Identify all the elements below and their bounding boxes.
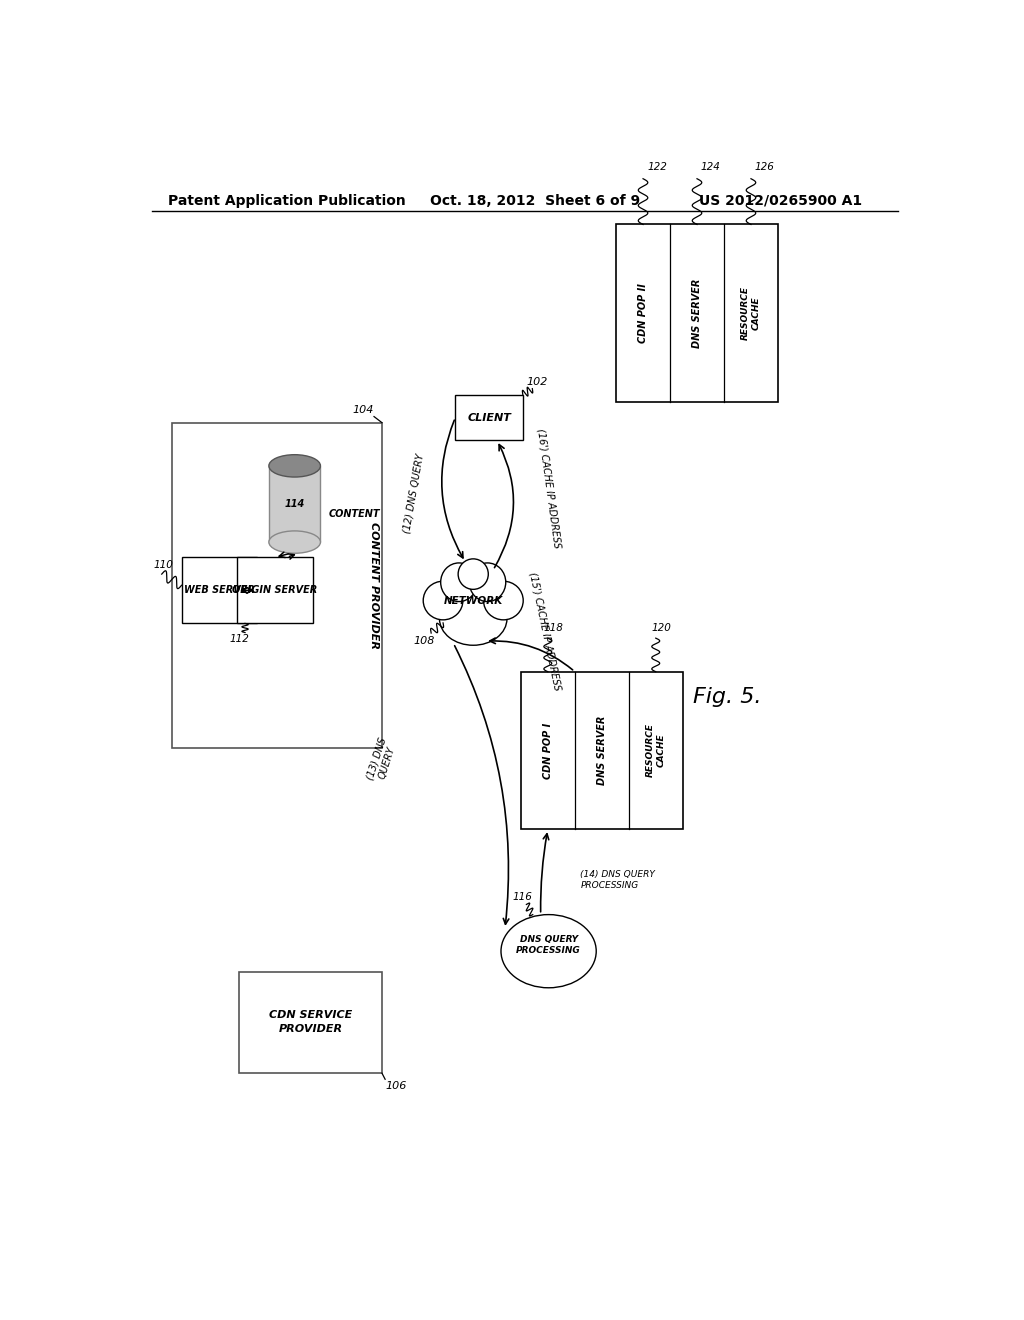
Text: CLIENT: CLIENT <box>467 413 511 422</box>
Text: DNS SERVER: DNS SERVER <box>597 715 607 785</box>
Ellipse shape <box>440 562 477 602</box>
Text: CDN POP II: CDN POP II <box>638 284 648 343</box>
Text: 102: 102 <box>526 376 548 387</box>
Text: CDN POP I: CDN POP I <box>543 722 553 779</box>
Bar <box>521 672 683 829</box>
Bar <box>616 224 778 403</box>
Text: 120: 120 <box>652 623 672 634</box>
Text: 112: 112 <box>229 634 249 644</box>
Ellipse shape <box>423 581 463 620</box>
Text: (13) DNS
QUERY: (13) DNS QUERY <box>365 737 399 785</box>
Text: Fig. 5.: Fig. 5. <box>693 688 762 708</box>
Text: DNS QUERY
PROCESSING: DNS QUERY PROCESSING <box>516 935 581 956</box>
Bar <box>181 557 257 623</box>
Text: WEB SERVER: WEB SERVER <box>184 585 255 595</box>
Text: (15') CACHE IP ADDRESS: (15') CACHE IP ADDRESS <box>527 570 562 692</box>
Text: US 2012/0265900 A1: US 2012/0265900 A1 <box>699 194 862 209</box>
Bar <box>269 466 321 543</box>
Bar <box>240 972 382 1073</box>
Ellipse shape <box>469 562 506 602</box>
Text: RESOURCE
CACHE: RESOURCE CACHE <box>646 723 666 777</box>
Text: 104: 104 <box>352 404 374 414</box>
Text: 114: 114 <box>285 499 305 510</box>
Ellipse shape <box>269 531 321 553</box>
Text: DNS SERVER: DNS SERVER <box>692 279 702 348</box>
Text: 116: 116 <box>513 892 532 903</box>
Text: NETWORK: NETWORK <box>443 595 503 606</box>
Text: Patent Application Publication: Patent Application Publication <box>168 194 406 209</box>
Text: (16') CACHE IP ADDRESS: (16') CACHE IP ADDRESS <box>536 428 562 549</box>
Text: CDN SERVICE
PROVIDER: CDN SERVICE PROVIDER <box>269 1010 352 1035</box>
Text: RESOURCE
CACHE: RESOURCE CACHE <box>741 286 761 341</box>
Text: 110: 110 <box>154 560 174 570</box>
Text: 106: 106 <box>386 1081 408 1092</box>
Ellipse shape <box>458 558 488 589</box>
Text: 124: 124 <box>701 161 721 172</box>
Bar <box>238 557 312 623</box>
Ellipse shape <box>439 593 507 645</box>
Text: 108: 108 <box>414 636 435 645</box>
Ellipse shape <box>269 454 321 477</box>
Text: Oct. 18, 2012  Sheet 6 of 9: Oct. 18, 2012 Sheet 6 of 9 <box>430 194 640 209</box>
Text: 126: 126 <box>755 161 775 172</box>
Ellipse shape <box>483 581 523 620</box>
Ellipse shape <box>501 915 596 987</box>
Text: ORIGIN SERVER: ORIGIN SERVER <box>232 585 317 595</box>
Text: 118: 118 <box>544 623 564 634</box>
Text: (12) DNS QUERY: (12) DNS QUERY <box>401 453 426 535</box>
Bar <box>172 422 382 748</box>
Text: CONTENT: CONTENT <box>329 510 380 519</box>
Bar <box>456 395 523 441</box>
Text: CONTENT PROVIDER: CONTENT PROVIDER <box>369 521 379 649</box>
Text: 122: 122 <box>647 161 667 172</box>
Text: (14) DNS QUERY
PROCESSING: (14) DNS QUERY PROCESSING <box>581 870 655 890</box>
